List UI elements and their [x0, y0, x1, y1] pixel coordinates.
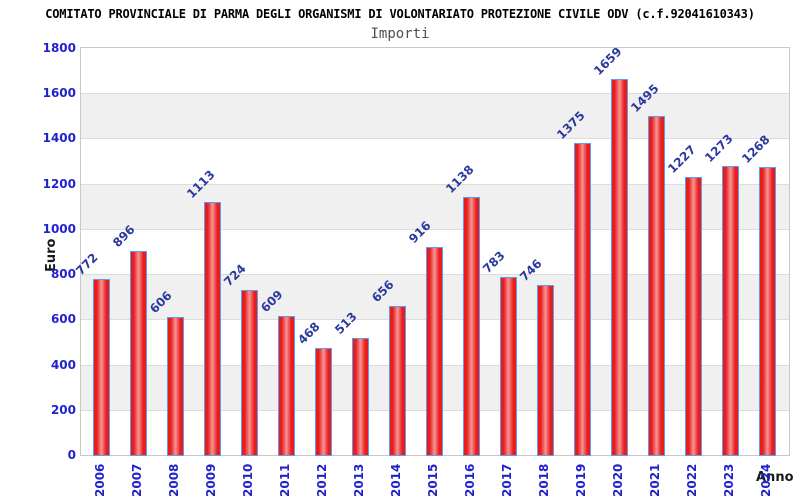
x-tick-label: 2022 [685, 463, 699, 497]
plot-area: 772 896 606 1113 724 609 468 513 656 916 1138 783 74… [73, 44, 790, 456]
x-tick-label: 2012 [315, 463, 329, 497]
y-tick-label: 1200 [42, 176, 76, 191]
bar-value-label: 1227 [665, 142, 699, 176]
bar-value-label: 1273 [702, 131, 736, 166]
bar-value-label: 513 [332, 309, 360, 338]
y-tick-label: 1800 [42, 41, 76, 55]
bar-value-label: 1375 [554, 108, 588, 143]
bar-value-label: 656 [369, 277, 397, 305]
x-tick-label: 2013 [352, 463, 366, 497]
bar-2011 [278, 316, 295, 456]
y-tick-label: 1600 [42, 86, 76, 101]
bar-2018 [537, 285, 554, 456]
bar-value-label: 1268 [739, 132, 773, 167]
x-axis-title: Anno [756, 470, 794, 485]
bar-2006 [93, 279, 110, 456]
bar-2007 [130, 251, 147, 456]
grid-band [81, 138, 789, 184]
grid-band [81, 93, 789, 139]
bar-2014 [389, 305, 406, 456]
bar-2016 [463, 196, 480, 456]
gridline [81, 183, 789, 185]
bar-2008 [167, 316, 184, 456]
x-tick-label: 2024 [759, 463, 773, 497]
y-tick-label: 1400 [42, 131, 76, 146]
bar-2019 [574, 143, 591, 456]
bar-2013 [352, 338, 369, 456]
bar-value-label: 1138 [443, 162, 477, 196]
x-tick-label: 2010 [241, 463, 255, 497]
x-tick-label: 2014 [389, 463, 403, 497]
x-tick-label: 2007 [130, 463, 144, 497]
x-tick-label: 2015 [426, 463, 440, 497]
y-tick-label: 800 [50, 267, 76, 282]
x-tick-label: 2017 [500, 463, 514, 497]
bar-2017 [500, 276, 517, 456]
bar-2012 [315, 348, 332, 456]
y-tick-label: 600 [50, 312, 76, 327]
x-tick-label: 2021 [648, 463, 662, 497]
gridline [81, 138, 789, 140]
bar-value-label: 896 [110, 222, 138, 251]
bar-value-label: 1659 [591, 44, 625, 78]
x-tick-label: 2008 [167, 463, 181, 497]
bar-value-label: 606 [147, 288, 175, 316]
bar-2010 [241, 290, 258, 456]
bar-value-label: 1113 [184, 167, 218, 202]
bar-2023 [722, 166, 739, 456]
y-tick-label: 200 [50, 402, 76, 417]
bar-value-label: 724 [221, 261, 249, 290]
y-tick-label: 0 [67, 448, 76, 462]
chart-subtitle: Importi [370, 26, 430, 42]
bar-value-label: 1495 [628, 81, 662, 115]
x-tick-label: 2018 [537, 463, 551, 497]
page-title: COMITATO PROVINCIALE DI PARMA DEGLI ORGA… [45, 7, 755, 21]
bar-2009 [204, 202, 221, 456]
bar-value-label: 609 [258, 287, 286, 316]
x-tick-label: 2020 [611, 463, 625, 497]
gridline [81, 93, 789, 95]
gridline [81, 228, 789, 230]
x-tick-label: 2006 [93, 463, 107, 497]
bars-layer: 772 896 606 1113 724 609 468 513 656 916 1138 783 74… [73, 44, 790, 456]
x-tick-label: 2019 [574, 463, 588, 497]
y-tick-label: 1000 [42, 221, 76, 236]
bar-2022 [685, 176, 702, 456]
x-tick-label: 2023 [722, 463, 736, 497]
grid-band [81, 183, 789, 229]
bar-value-label: 772 [73, 250, 101, 279]
bar-2020 [611, 78, 628, 456]
bar-value-label: 783 [480, 248, 508, 276]
grid-band [81, 48, 789, 94]
bar-2021 [648, 115, 665, 456]
x-tick-label: 2016 [463, 463, 477, 497]
y-tick-label: 400 [50, 357, 76, 372]
x-tick-label: 2009 [204, 463, 218, 497]
bar-2024 [759, 167, 776, 456]
bar-value-label: 746 [517, 256, 545, 285]
x-tick-label: 2011 [278, 463, 292, 497]
bar-value-label: 468 [295, 319, 323, 348]
bar-2015 [426, 246, 443, 456]
bar-value-label: 916 [406, 218, 434, 246]
